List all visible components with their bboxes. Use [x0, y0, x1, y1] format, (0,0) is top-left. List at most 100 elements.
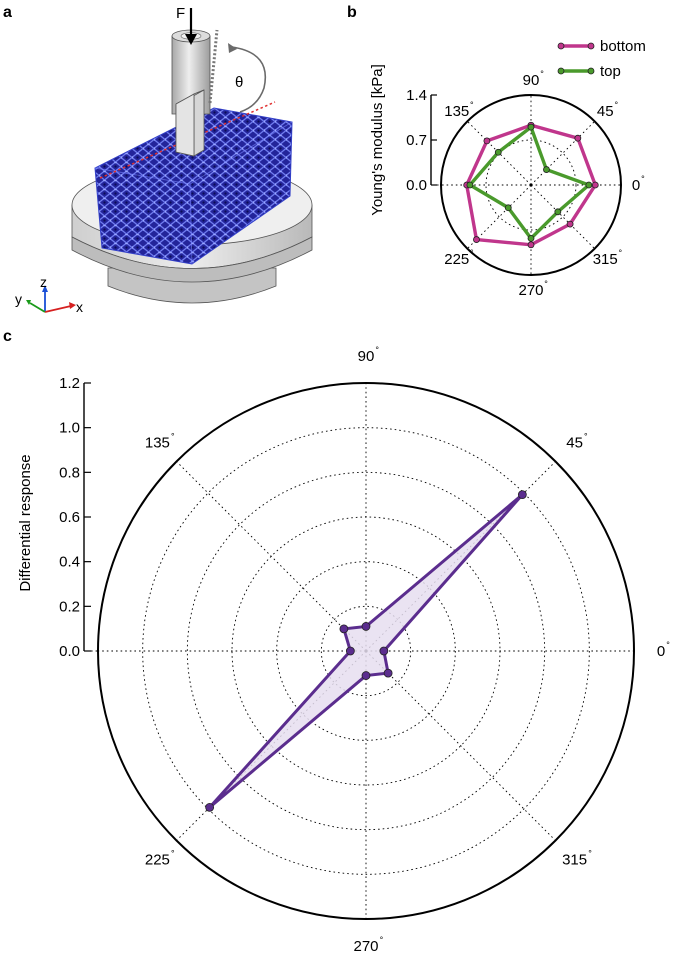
angle-label-315: 315: [562, 852, 587, 869]
grid-spoke: [176, 461, 367, 652]
axis-x-label: x: [76, 299, 83, 315]
data-point: [566, 220, 574, 228]
angle-label-0: 0: [657, 643, 665, 660]
panel-b: b 0 °45 °90 °135 °225 °270 °315 °0.00.71.4Young…: [347, 4, 646, 299]
grid-ring: [485, 139, 577, 231]
degree-mark: °: [544, 279, 548, 289]
angle-label-45: 45: [597, 103, 614, 120]
angle-label-315: 315: [593, 251, 618, 268]
data-point: [345, 646, 355, 656]
data-point: [527, 123, 535, 131]
force-arrow-icon: [185, 8, 197, 45]
degree-mark: °: [171, 849, 175, 859]
legend-b: bottom top: [557, 38, 646, 80]
degree-mark: °: [619, 248, 623, 258]
panel-label-b: b: [347, 4, 357, 21]
outer-circle: [97, 382, 635, 920]
axis-y-label: y: [15, 291, 22, 307]
degree-mark: °: [470, 100, 474, 110]
data-point: [517, 490, 527, 500]
panel-label-c: c: [3, 328, 12, 345]
panel-c: c 0 °45 °90 °135 °225 °270 °315 °0.00.20.40.60.…: [3, 328, 670, 955]
outer-circle: [440, 94, 622, 276]
angle-label-45: 45: [566, 434, 583, 451]
radial-tick-label: 0.7: [406, 132, 427, 149]
radial-tick-label: 1.4: [406, 87, 427, 104]
radial-tick-label: 0.8: [59, 464, 80, 481]
degree-mark: °: [614, 100, 618, 110]
radial-tick-label: 0.0: [59, 643, 80, 660]
angle-label-90: 90: [358, 348, 375, 365]
data-point: [585, 181, 593, 189]
degree-mark: °: [666, 640, 670, 650]
y-axis-label: Differential response: [17, 454, 34, 591]
data-point: [527, 241, 535, 249]
indenter: [171, 29, 219, 157]
grid-spoke: [365, 650, 556, 841]
radial-tick-label: 0.2: [59, 598, 80, 615]
grid-ring: [320, 605, 412, 697]
legend-marker: [587, 42, 595, 50]
degree-mark: °: [641, 174, 645, 184]
angle-label: θ: [235, 74, 243, 91]
degree-mark: °: [540, 69, 544, 79]
degree-mark: °: [470, 248, 474, 258]
data-point: [339, 624, 349, 634]
degree-mark: °: [375, 345, 379, 355]
radial-tick-label: 1.2: [59, 375, 80, 392]
radial-tick-label: 0.0: [406, 177, 427, 194]
radar-chart-b: 0 °45 °90 °135 °225 °270 °315 °0.00.71.4Young's…: [369, 64, 645, 299]
grid-ring: [142, 427, 590, 875]
data-point: [494, 148, 502, 156]
force-label: F: [176, 5, 185, 22]
data-point: [361, 671, 371, 680]
grid-spoke: [530, 184, 595, 249]
degree-mark: °: [171, 431, 175, 441]
data-point: [527, 234, 535, 242]
data-point: [591, 181, 599, 189]
angle-label-270: 270: [518, 282, 543, 299]
radial-tick-label: 1.0: [59, 420, 80, 437]
angle-label-90: 90: [523, 72, 540, 89]
angle-label-135: 135: [145, 434, 170, 451]
angle-label-225: 225: [145, 852, 170, 869]
grid-spoke: [467, 121, 532, 186]
radial-tick-label: 0.6: [59, 509, 80, 526]
data-point: [383, 668, 393, 678]
data-point: [379, 646, 389, 656]
center-dot: [529, 183, 533, 187]
axes-triad-icon: [26, 285, 76, 313]
legend-marker: [557, 42, 565, 50]
grid-spoke: [530, 121, 595, 186]
legend-label-top: top: [600, 63, 621, 80]
data-point: [483, 137, 491, 145]
data-point: [543, 166, 550, 173]
panel-label-a: a: [3, 4, 12, 21]
data-point: [473, 236, 480, 243]
rotation-arrow-icon: [228, 43, 266, 113]
data-point: [554, 208, 562, 216]
angle-label-225: 225: [444, 251, 469, 268]
data-point: [574, 134, 582, 142]
degree-mark: °: [588, 849, 592, 859]
y-axis-label: Young's modulus [kPa]: [369, 64, 386, 216]
lattice-sample: [94, 101, 293, 265]
data-point: [504, 204, 512, 212]
radial-tick-label: 0.4: [59, 554, 80, 571]
data-point: [205, 802, 215, 812]
degree-mark: °: [584, 431, 588, 441]
axis-z-label: z: [40, 274, 47, 290]
degree-mark: °: [380, 935, 384, 945]
angle-label-135: 135: [444, 103, 469, 120]
legend-label-bottom: bottom: [600, 38, 646, 55]
grid-ring: [276, 561, 456, 741]
legend-marker: [587, 67, 595, 75]
rotated-axis-dashed: [208, 29, 219, 104]
angle-label-0: 0: [632, 177, 640, 194]
radar-chart-c: 0 °45 °90 °135 °225 °270 °315 °0.00.20.40.60.81…: [17, 345, 670, 955]
data-point: [466, 181, 474, 189]
panel-a: a F: [3, 4, 313, 315]
legend-marker: [557, 67, 565, 75]
data-point: [361, 622, 371, 631]
